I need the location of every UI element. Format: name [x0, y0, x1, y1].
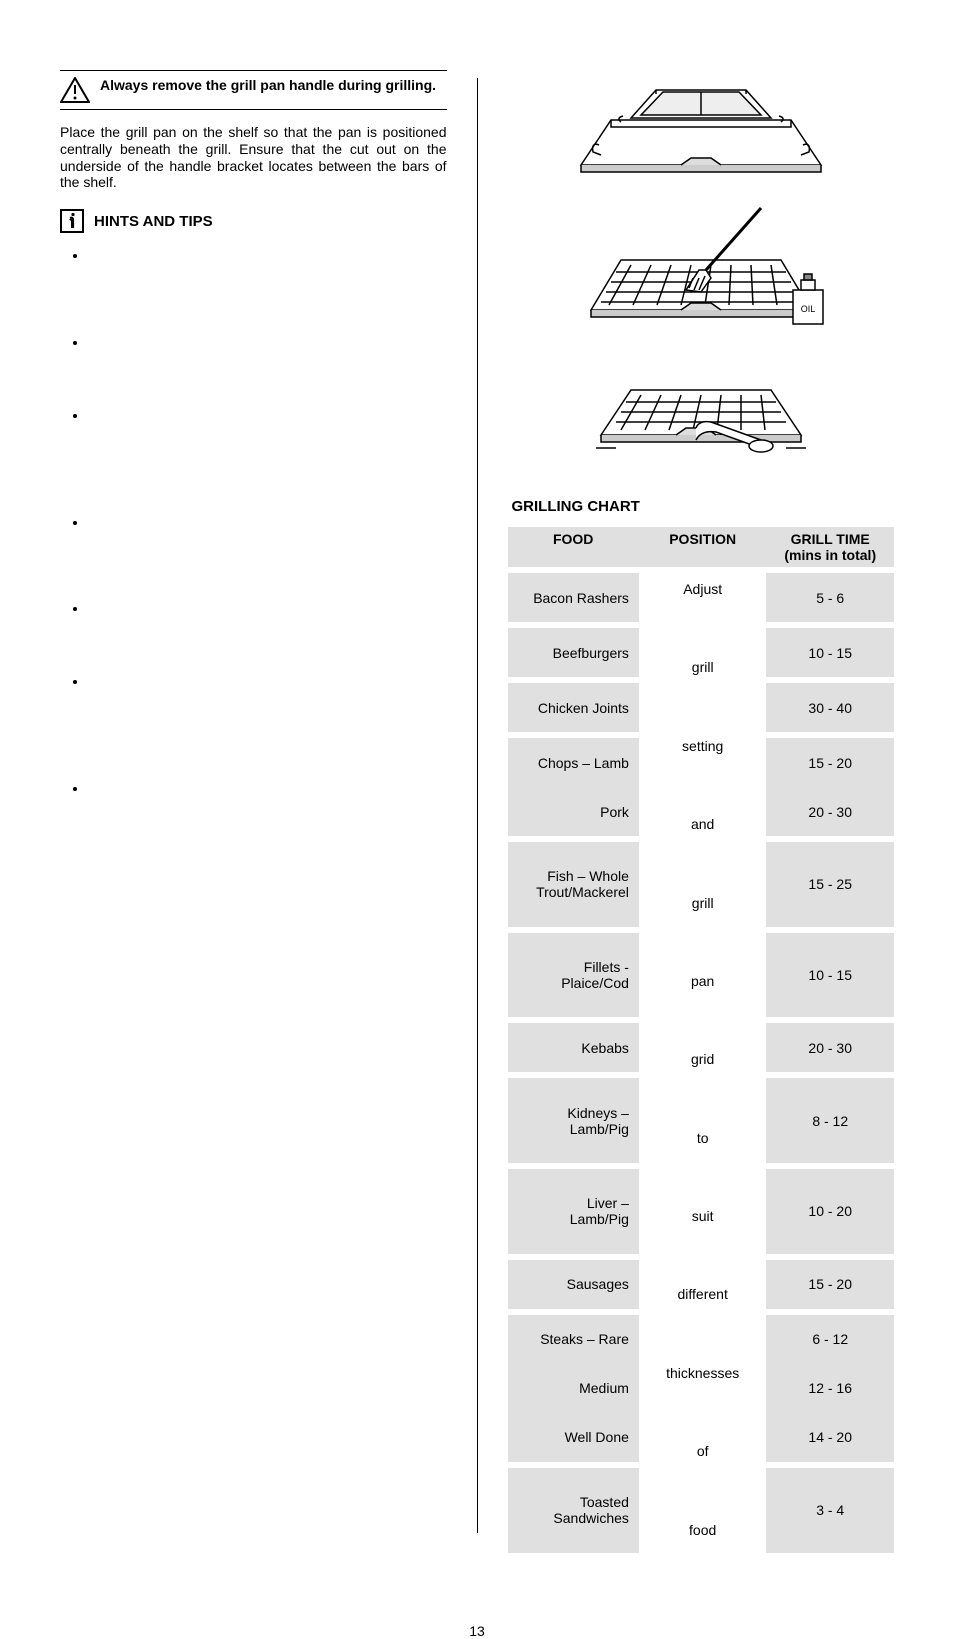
food-cell: Fish – WholeTrout/Mackerel: [508, 842, 639, 927]
warning-box: Always remove the grill pan handle durin…: [60, 70, 447, 110]
time-cell: 15 - 25: [766, 842, 894, 927]
food-cell: Bacon Rashers: [508, 573, 639, 622]
time-cell: 20 - 30: [766, 787, 894, 836]
time-cell: 10 - 15: [766, 628, 894, 677]
food-cell: Chops – Lamb: [508, 738, 639, 787]
body-paragraph: Place the grill pan on the shelf so that…: [60, 124, 447, 191]
food-cell: Medium: [508, 1364, 639, 1413]
hints-list: [60, 247, 447, 797]
position-cell: Adjustgrillsettingandgrillpangridtosuitd…: [639, 567, 767, 1553]
info-icon: [60, 209, 84, 233]
time-cell: 30 - 40: [766, 683, 894, 732]
hint-bullet: [88, 514, 447, 531]
illustrations: OIL: [508, 70, 895, 470]
time-cell: 5 - 6: [766, 573, 894, 622]
warning-text: Always remove the grill pan handle durin…: [100, 77, 447, 94]
oil-label: OIL: [800, 304, 815, 314]
grilling-chart-table: FOOD POSITION GRILL TIME (mins in total)…: [508, 527, 895, 1553]
hints-tips-title: HINTS AND TIPS: [94, 213, 213, 230]
food-cell: Kebabs: [508, 1023, 639, 1072]
food-cell: Steaks – Rare: [508, 1315, 639, 1364]
food-cell: Kidneys –Lamb/Pig: [508, 1078, 639, 1163]
hints-tips-heading-row: HINTS AND TIPS: [60, 209, 447, 233]
hint-bullet: [88, 780, 447, 797]
time-cell: 10 - 15: [766, 933, 894, 1018]
food-cell: Liver –Lamb/Pig: [508, 1169, 639, 1254]
time-cell: 3 - 4: [766, 1468, 894, 1553]
food-cell: Fillets -Plaice/Cod: [508, 933, 639, 1018]
time-cell: 8 - 12: [766, 1078, 894, 1163]
time-cell: 6 - 12: [766, 1315, 894, 1364]
food-cell: ToastedSandwiches: [508, 1468, 639, 1553]
col-header-time: GRILL TIME (mins in total): [766, 527, 894, 567]
hint-bullet: [88, 334, 447, 351]
time-cell: 15 - 20: [766, 1260, 894, 1309]
page-number: 13: [0, 1593, 954, 1639]
col-header-food: FOOD: [508, 527, 639, 567]
hint-bullet: [88, 407, 447, 424]
food-cell: Sausages: [508, 1260, 639, 1309]
food-cell: Chicken Joints: [508, 683, 639, 732]
chart-title: GRILLING CHART: [508, 498, 895, 515]
grill-pan-illustration: [561, 70, 841, 190]
time-cell: 12 - 16: [766, 1364, 894, 1413]
time-cell: 20 - 30: [766, 1023, 894, 1072]
handle-illustration: [561, 350, 841, 470]
food-cell: Pork: [508, 787, 639, 836]
time-cell: 14 - 20: [766, 1413, 894, 1462]
hint-bullet: [88, 600, 447, 617]
warning-icon: [60, 77, 90, 103]
hint-bullet: [88, 673, 447, 690]
oil-brush-illustration: OIL: [561, 200, 841, 340]
column-divider: [477, 78, 478, 1533]
col-header-position: POSITION: [639, 527, 767, 567]
hint-bullet: [88, 247, 447, 264]
food-cell: Beefburgers: [508, 628, 639, 677]
food-cell: Well Done: [508, 1413, 639, 1462]
time-cell: 15 - 20: [766, 738, 894, 787]
time-cell: 10 - 20: [766, 1169, 894, 1254]
